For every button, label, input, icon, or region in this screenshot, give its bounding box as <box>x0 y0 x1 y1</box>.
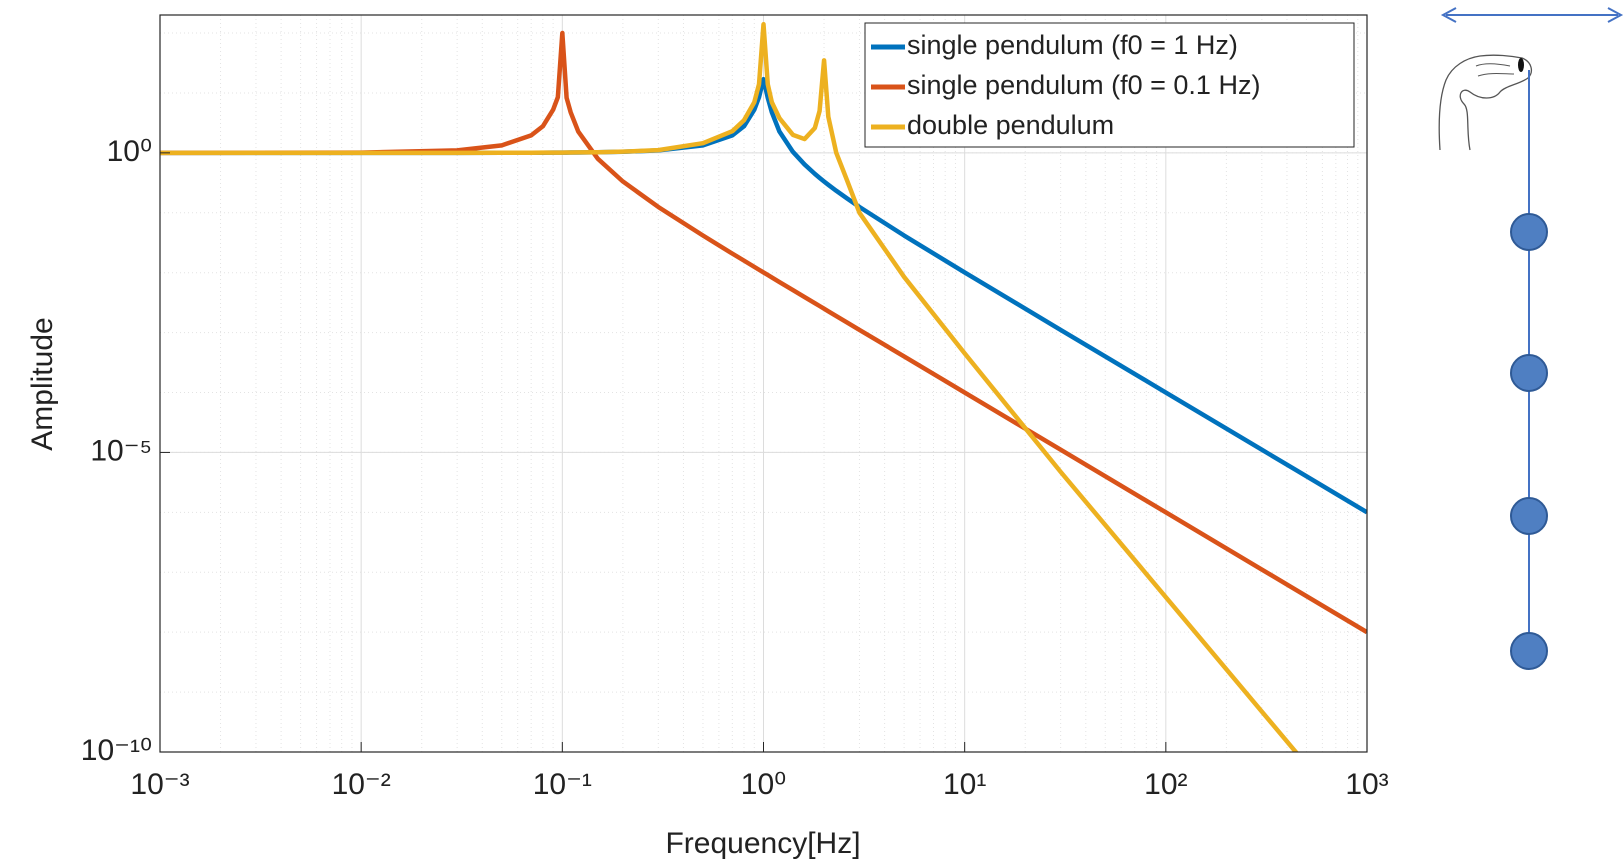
legend-box <box>864 22 1355 148</box>
hand-fingers <box>1475 63 1515 77</box>
x-tick-label: 10¹ <box>943 768 986 801</box>
y-tick-label: 10⁰ <box>107 135 152 168</box>
arrow-head <box>1607 7 1624 23</box>
hand-sketch <box>1438 54 1533 151</box>
pendulum-mass <box>1510 354 1548 392</box>
x-tick-label: 10⁻² <box>332 768 391 801</box>
pendulum-mass <box>1510 213 1548 251</box>
y-axis-label: Amplitude <box>26 317 59 450</box>
grid <box>159 15 1368 753</box>
x-tick-label: 10³ <box>1345 768 1388 801</box>
string-grip <box>1518 58 1524 72</box>
y-tick-label: 10⁻⁵ <box>90 434 152 467</box>
x-tick-label: 10⁰ <box>741 768 786 801</box>
arrow-head <box>1440 7 1457 23</box>
series-line <box>160 30 1367 635</box>
y-tick-label: 10⁻¹⁰ <box>81 734 152 767</box>
x-tick-label: 10⁻³ <box>130 768 189 801</box>
pendulum-mass <box>1510 497 1548 535</box>
pendulum-illustration <box>1438 7 1624 670</box>
legend-label: double pendulum <box>907 110 1114 140</box>
x-tick-label: 10⁻¹ <box>533 768 592 801</box>
series-line <box>160 22 1299 752</box>
legend: single pendulum (f0 = 1 Hz) single pendul… <box>864 22 1355 148</box>
legend-label: single pendulum (f0 = 0.1 Hz) <box>907 70 1260 100</box>
pendulum-mass <box>1510 632 1548 670</box>
x-tick-label: 10² <box>1144 768 1187 801</box>
x-axis-label: Frequency[Hz] <box>665 827 860 860</box>
legend-label: single pendulum (f0 = 1 Hz) <box>907 30 1238 60</box>
lines <box>160 22 1367 752</box>
ticks: 10⁻³ 10⁻² 10⁻¹ 10⁰ 10¹ 10² 10³ 10⁻¹⁰ 10⁻⁵ 10⁰ <box>81 135 1389 801</box>
